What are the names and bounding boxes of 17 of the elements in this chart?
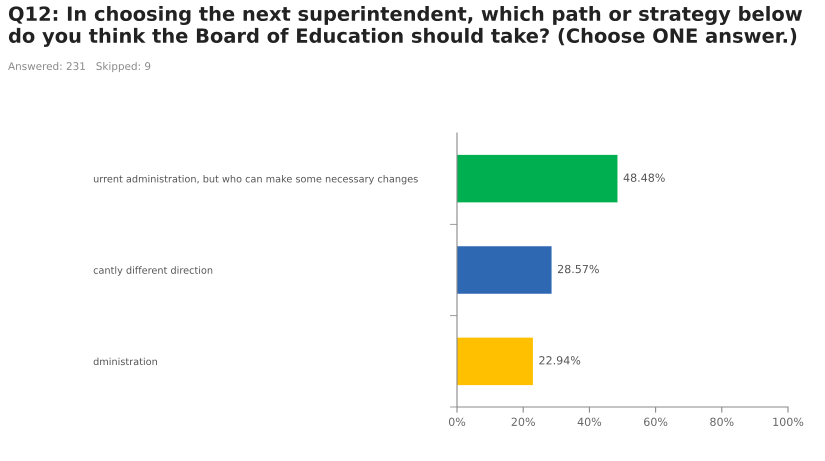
data-label: 48.48% [624,173,665,182]
x-tick-label: 0% [448,418,466,426]
x-tick-label: 60% [644,418,668,426]
x-tick-label: 20% [512,418,535,426]
bar [457,246,552,294]
bar [457,338,533,386]
bar [457,154,618,202]
chart-title: Q12: In choosing the next superintendent, which path or strategy below do you think the Board of Education should take? (Choose ONE answer.) [8,6,802,47]
data-label: 22.94% [539,356,580,365]
y-tick-label: dministration [94,358,157,366]
x-tick-label: 100% [773,418,804,426]
text: Answered: 231 Skipped: 9 [8,62,150,72]
x-tick-label: 40% [578,418,602,426]
x-tick-label: 80% [710,418,734,426]
y-tick-label: urrent administration, but who can make some necessary changes [94,174,418,184]
data-label: 28.57% [558,264,599,274]
y-tick-label: cantly different direction [94,266,212,276]
